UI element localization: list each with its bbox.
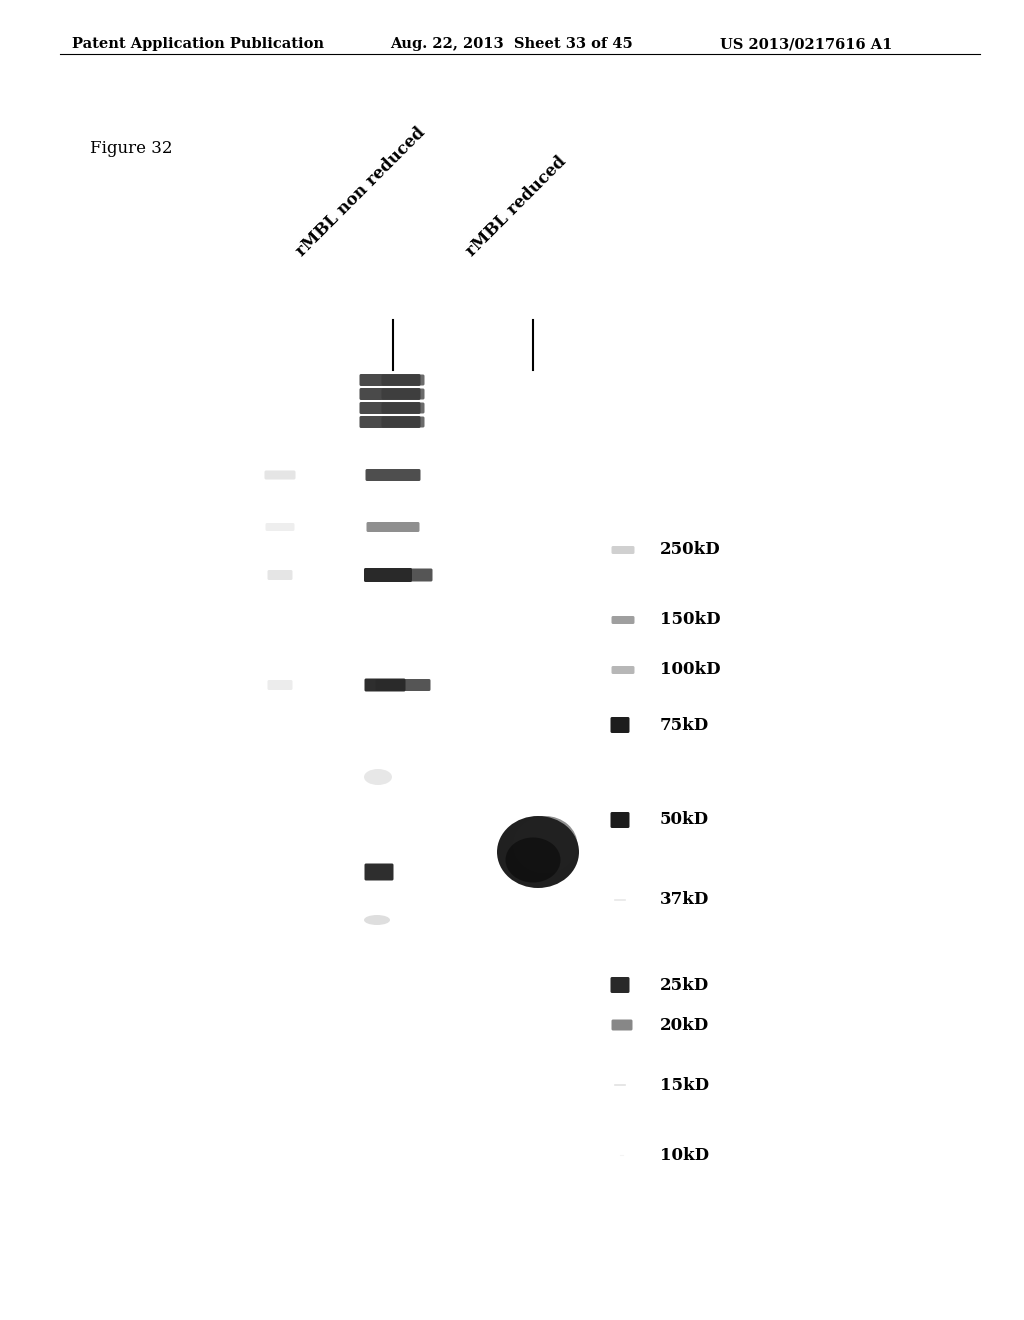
Text: 75kD: 75kD [660,717,710,734]
Text: 20kD: 20kD [660,1016,710,1034]
FancyBboxPatch shape [365,678,406,692]
Text: US 2013/0217616 A1: US 2013/0217616 A1 [720,37,892,51]
FancyBboxPatch shape [367,521,420,532]
FancyBboxPatch shape [610,977,630,993]
Text: 100kD: 100kD [660,661,721,678]
FancyBboxPatch shape [382,388,425,400]
FancyBboxPatch shape [364,568,412,582]
FancyBboxPatch shape [265,523,295,531]
FancyBboxPatch shape [376,678,430,690]
Text: 25kD: 25kD [660,977,710,994]
FancyBboxPatch shape [267,680,293,690]
Text: Figure 32: Figure 32 [90,140,172,157]
Text: 150kD: 150kD [660,611,721,628]
Ellipse shape [497,816,579,888]
FancyBboxPatch shape [366,469,421,480]
Text: rMBL non reduced: rMBL non reduced [293,124,429,260]
FancyBboxPatch shape [365,863,393,880]
FancyBboxPatch shape [267,570,293,579]
FancyBboxPatch shape [611,616,635,624]
Text: rMBL reduced: rMBL reduced [463,153,569,260]
Text: Patent Application Publication: Patent Application Publication [72,37,324,51]
FancyBboxPatch shape [610,812,630,828]
FancyBboxPatch shape [382,375,425,385]
FancyBboxPatch shape [382,417,425,428]
Text: Aug. 22, 2013  Sheet 33 of 45: Aug. 22, 2013 Sheet 33 of 45 [390,37,633,51]
FancyBboxPatch shape [359,374,421,385]
FancyBboxPatch shape [382,403,425,413]
Text: 250kD: 250kD [660,541,721,558]
FancyBboxPatch shape [378,569,432,582]
FancyBboxPatch shape [264,470,296,479]
Ellipse shape [506,837,560,883]
Text: 50kD: 50kD [660,812,710,829]
Ellipse shape [512,816,578,874]
Text: 10kD: 10kD [660,1147,710,1163]
FancyBboxPatch shape [611,1019,633,1031]
FancyBboxPatch shape [611,546,635,554]
Ellipse shape [364,915,390,925]
Ellipse shape [364,770,392,785]
FancyBboxPatch shape [610,717,630,733]
FancyBboxPatch shape [611,667,635,675]
FancyBboxPatch shape [359,416,421,428]
FancyBboxPatch shape [359,388,421,400]
Text: 15kD: 15kD [660,1077,710,1093]
Text: 37kD: 37kD [660,891,710,908]
FancyBboxPatch shape [359,403,421,414]
